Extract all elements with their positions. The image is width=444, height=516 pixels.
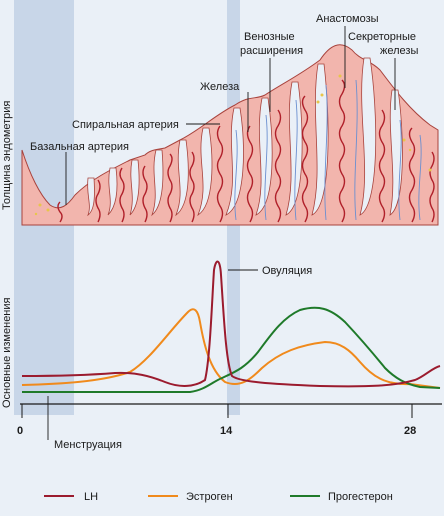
- hormone-curves: [21, 260, 441, 393]
- legend-label-lh: LH: [84, 491, 98, 503]
- estrogen-curve: [21, 308, 441, 389]
- anastomoses-label: Анастомозы: [316, 13, 379, 25]
- basal-artery-label: Базальная артерия: [30, 141, 129, 153]
- endometrium: [21, 44, 439, 226]
- secretory-label-line1: Секреторные: [348, 31, 416, 43]
- main-changes-label: Основные изменения: [1, 297, 13, 408]
- ovulation-label: Овуляция: [262, 265, 312, 277]
- gland-label: Железа: [200, 81, 240, 93]
- venous-label-line2: расширения: [240, 45, 303, 57]
- annotation-leaders: [65, 26, 396, 205]
- progesterone-curve: [22, 306, 441, 393]
- legend-label-progesterone: Прогестерон: [328, 491, 393, 503]
- x-tick-label-14: 14: [220, 425, 233, 437]
- menstruation-label: Менструация: [54, 439, 122, 451]
- legend: LH Эстроген Прогестерон: [44, 491, 393, 503]
- secretory-label-line2: железы: [380, 45, 418, 57]
- venous-label-line1: Венозные: [244, 31, 295, 43]
- legend-label-estrogen: Эстроген: [186, 491, 233, 503]
- lh-curve: [21, 260, 441, 388]
- x-tick-label-0: 0: [17, 425, 23, 437]
- endometrium-thickness-label: Толщина эндометрия: [1, 101, 13, 210]
- x-tick-label-28: 28: [404, 425, 416, 437]
- spiral-artery-label: Спиральная артерия: [72, 119, 179, 131]
